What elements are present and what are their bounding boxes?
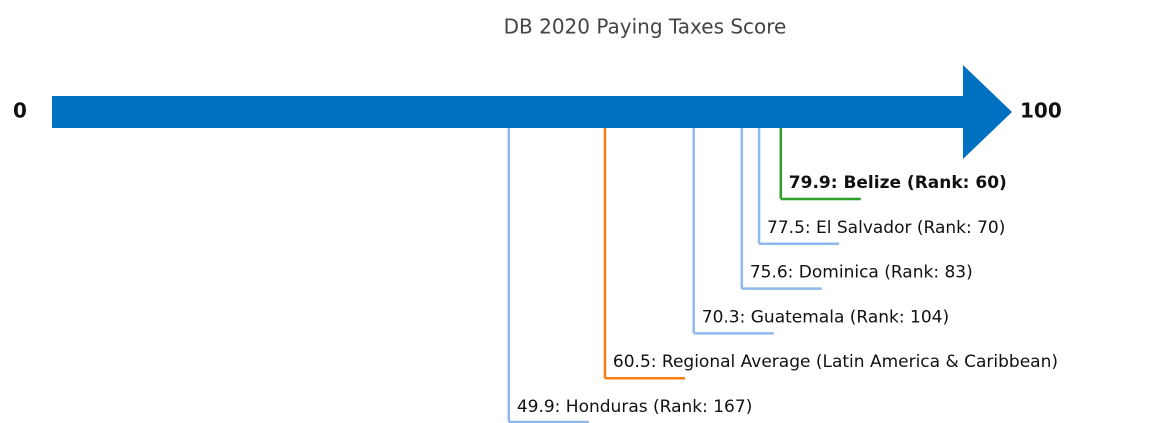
value-label: 77.5: El Salvador (Rank: 70) <box>767 218 1005 238</box>
value-label: 79.9: Belize (Rank: 60) <box>789 173 1007 193</box>
chart-title: DB 2020 Paying Taxes Score <box>504 15 787 39</box>
x-tick-label: 100 <box>1020 99 1062 123</box>
scale-arrow <box>52 65 1012 159</box>
value-label: 75.6: Dominica (Rank: 83) <box>750 263 973 283</box>
value-label: 70.3: Guatemala (Rank: 104) <box>702 307 949 327</box>
x-tick-label: 0 <box>13 99 27 123</box>
value-label: 49.9: Honduras (Rank: 167) <box>517 397 753 417</box>
value-label: 60.5: Regional Average (Latin America & … <box>613 352 1058 372</box>
